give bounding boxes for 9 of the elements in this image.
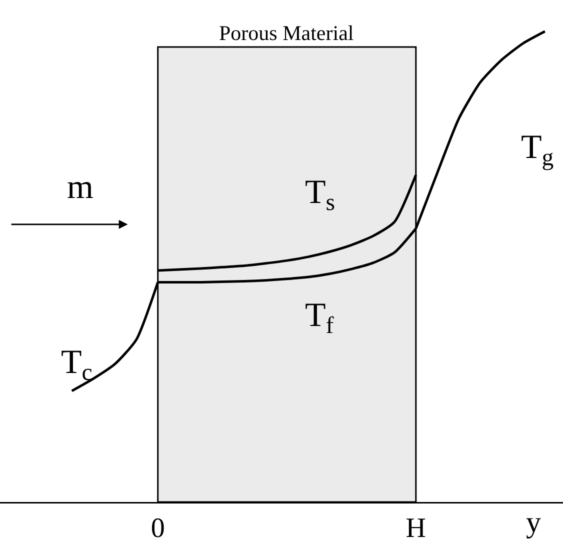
- x-tick-label: H: [406, 513, 426, 544]
- series-label: T$_{g}$: [521, 129, 554, 172]
- band-label: Porous Material: [219, 21, 354, 45]
- series-label: T$_{s}$: [305, 174, 336, 216]
- x-axis-title: y: [526, 506, 541, 539]
- series-label: T$_{f}$: [305, 297, 334, 340]
- annotation: m: [67, 169, 94, 206]
- x-tick-label: 0: [150, 513, 165, 544]
- series-label: T$_{c}$: [61, 344, 92, 386]
